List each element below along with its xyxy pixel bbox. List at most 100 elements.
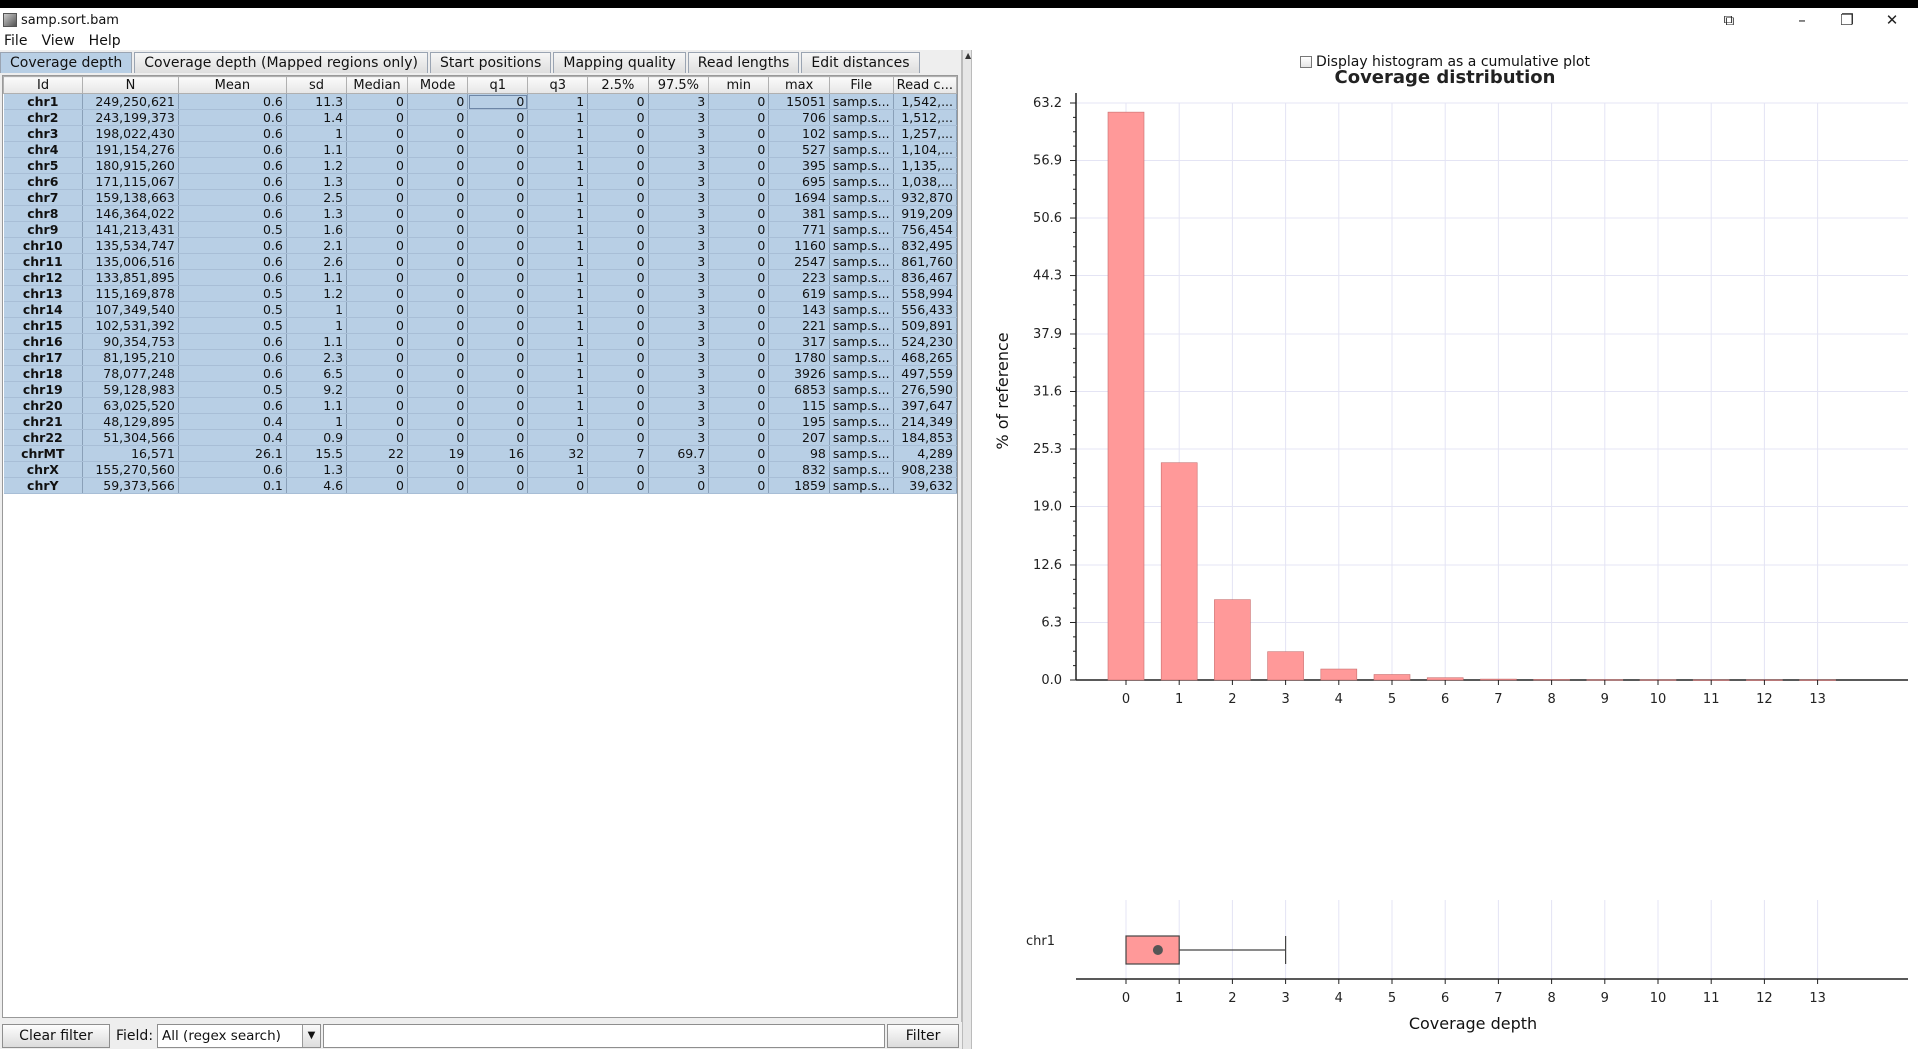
column-header[interactable]: sd [285,76,348,94]
table-cell[interactable]: 0 [407,381,469,398]
table-cell[interactable]: 171,115,067 [82,173,179,190]
table-cell[interactable]: 32 [527,445,589,462]
table-cell[interactable]: 509,891 [893,317,958,334]
table-cell[interactable]: 0 [407,253,469,270]
table-cell[interactable]: 0 [346,429,408,446]
table-cell[interactable]: samp.s... [829,189,894,206]
table-cell[interactable]: 1 [527,317,589,334]
table-cell[interactable]: 2.5 [286,189,348,206]
table-cell[interactable]: chr6 [3,173,84,190]
table-cell[interactable]: 0 [407,397,469,414]
table-cell[interactable]: 0.5 [178,381,287,398]
table-cell[interactable]: 0 [346,189,408,206]
table-cell[interactable]: 0 [587,333,649,350]
table-cell[interactable]: 0 [467,93,529,110]
table-cell[interactable]: 0 [708,397,770,414]
table-cell[interactable]: 90,354,753 [82,333,179,350]
close-button[interactable]: ✕ [1885,11,1899,29]
table-cell[interactable]: chrMT [3,445,84,462]
table-cell[interactable]: samp.s... [829,317,894,334]
table-cell[interactable]: 1859 [768,477,830,494]
table-cell[interactable]: 0 [587,173,649,190]
table-cell[interactable]: chr4 [3,141,84,158]
table-cell[interactable]: 0 [467,461,529,478]
table-cell[interactable]: 141,213,431 [82,221,179,238]
cumulative-checkbox[interactable]: Display histogram as a cumulative plot [1300,54,1590,70]
table-cell[interactable]: 0 [708,333,770,350]
table-cell[interactable]: 0.6 [178,93,287,110]
table-cell[interactable]: 0 [346,285,408,302]
table-cell[interactable]: chr8 [3,205,84,222]
table-cell[interactable]: 0 [407,301,469,318]
table-cell[interactable]: 0.6 [178,205,287,222]
table-cell[interactable]: 0.6 [178,109,287,126]
table-cell[interactable]: 0 [467,381,529,398]
column-header[interactable]: Mean [177,76,287,94]
table-cell[interactable]: 0 [467,253,529,270]
table-cell[interactable]: 3 [648,109,710,126]
table-cell[interactable]: chr14 [3,301,84,318]
table-row[interactable]: chrMT 16,571 26.1 15.5 22 19 16 32 7 69.7 0 98 samp.… [3,445,958,462]
table-cell[interactable]: 9.2 [286,381,348,398]
table-cell[interactable]: chr16 [3,333,84,350]
table-cell[interactable]: 0 [587,269,649,286]
table-cell[interactable]: 0 [467,125,529,142]
table-cell[interactable]: 184,853 [893,429,958,446]
table-cell[interactable]: 0 [708,157,770,174]
table-cell[interactable]: 836,467 [893,269,958,286]
table-row[interactable]: chr13 115,169,878 0.5 1.2 0 0 0 1 0 3 0 619 samp.s..… [3,285,958,302]
table-cell[interactable]: 3 [648,301,710,318]
table-cell[interactable]: 0 [467,237,529,254]
table-cell[interactable]: 1 [527,205,589,222]
table-cell[interactable]: chr21 [3,413,84,430]
table-cell[interactable]: 527 [768,141,830,158]
table-cell[interactable]: 3 [648,205,710,222]
table-cell[interactable]: 0.6 [178,397,287,414]
table-cell[interactable]: 59,128,983 [82,381,179,398]
table-cell[interactable]: 1 [286,413,348,430]
table-cell[interactable]: 0.6 [178,269,287,286]
table-cell[interactable]: 195 [768,413,830,430]
table-cell[interactable]: 0 [587,413,649,430]
table-cell[interactable]: 1 [286,125,348,142]
table-cell[interactable]: samp.s... [829,365,894,382]
table-row[interactable]: chrY 59,373,566 0.1 4.6 0 0 0 0 0 0 0 1859 samp.s...… [3,477,958,494]
table-cell[interactable]: 0 [708,413,770,430]
table-cell[interactable]: 0 [467,477,529,494]
table-cell[interactable]: 0 [708,93,770,110]
table-cell[interactable]: 3 [648,333,710,350]
table-cell[interactable]: 0 [527,477,589,494]
table-cell[interactable]: 0 [467,205,529,222]
table-cell[interactable]: 0 [407,125,469,142]
table-cell[interactable]: 1694 [768,189,830,206]
table-cell[interactable]: 695 [768,173,830,190]
table-cell[interactable]: chrY [3,477,84,494]
maximize-button[interactable]: ❐ [1840,11,1854,29]
table-row[interactable]: chr19 59,128,983 0.5 9.2 0 0 0 1 0 3 0 6853 samp.s..… [3,381,958,398]
table-cell[interactable]: 1 [527,141,589,158]
table-cell[interactable]: 1 [286,317,348,334]
table-cell[interactable]: chr20 [3,397,84,414]
column-header[interactable]: N [82,76,179,94]
table-cell[interactable]: 317 [768,333,830,350]
table-cell[interactable]: 832,495 [893,237,958,254]
table-cell[interactable]: 6853 [768,381,830,398]
table-cell[interactable]: 0 [587,301,649,318]
table-cell[interactable]: 0 [587,365,649,382]
table-cell[interactable]: 0 [467,109,529,126]
table-cell[interactable]: 223 [768,269,830,286]
minimize-button[interactable]: – [1798,11,1806,29]
table-cell[interactable]: 107,349,540 [82,301,179,318]
table-cell[interactable]: samp.s... [829,253,894,270]
table-cell[interactable]: 0 [708,461,770,478]
table-cell[interactable]: 0 [708,237,770,254]
table-cell[interactable]: samp.s... [829,333,894,350]
table-cell[interactable]: 0 [346,317,408,334]
table-cell[interactable]: 249,250,621 [82,93,179,110]
field-select[interactable]: All (regex search) ▼ [157,1023,322,1048]
table-cell[interactable]: 0 [467,189,529,206]
table-cell[interactable]: 0 [587,397,649,414]
table-cell[interactable]: samp.s... [829,381,894,398]
table-cell[interactable]: 3 [648,381,710,398]
table-cell[interactable]: 135,534,747 [82,237,179,254]
